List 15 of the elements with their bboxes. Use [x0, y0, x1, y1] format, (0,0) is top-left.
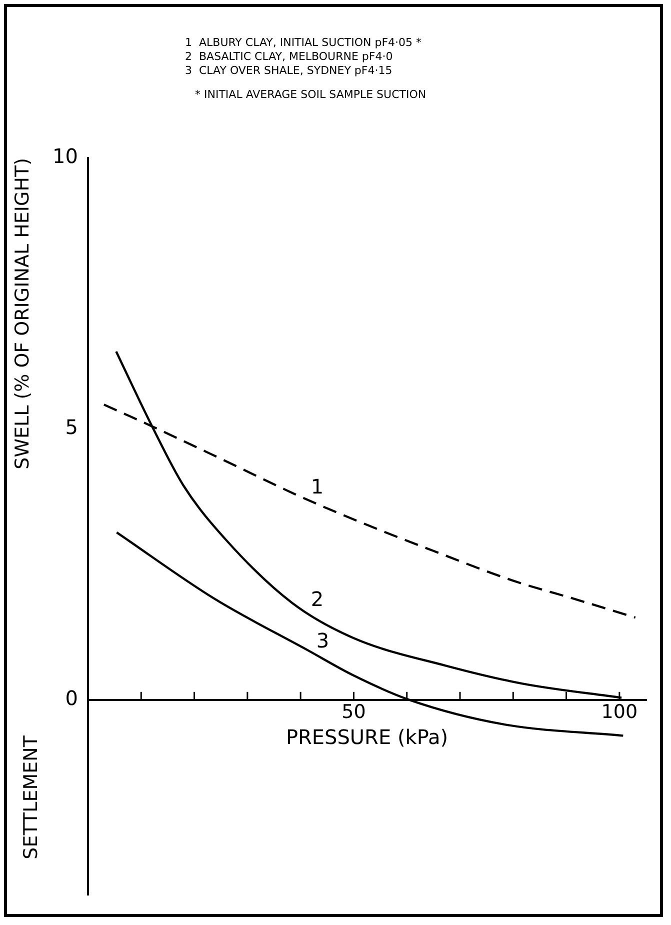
- series-label: 2: [310, 587, 324, 612]
- series-label: 1: [310, 474, 324, 498]
- text: 3 CLAY OVER SHALE, SYDNEY pF4·15: [185, 64, 394, 78]
- y-axis-title: SWELL (% OF ORIGINAL HEIGHT): [11, 158, 34, 470]
- text: * INITIAL AVERAGE SOIL SAMPLE SUCTION: [195, 88, 426, 102]
- y-tick-label: 10: [52, 144, 78, 168]
- x-tick-label: 100: [601, 701, 638, 724]
- text: 1 ALBURY CLAY, INITIAL SUCTION pF4·05 *: [185, 36, 423, 50]
- y-tick-label: 0: [65, 686, 78, 710]
- series-label: 3: [316, 628, 330, 652]
- text: SETTLEMENT: [20, 735, 42, 860]
- x-tick-label: 50: [342, 701, 366, 724]
- x-axis-title: PRESSURE (kPa): [286, 724, 448, 749]
- text: 2 BASALTIC CLAY, MELBOURNE pF4·0: [185, 50, 394, 64]
- y-tick-label: 5: [65, 415, 78, 440]
